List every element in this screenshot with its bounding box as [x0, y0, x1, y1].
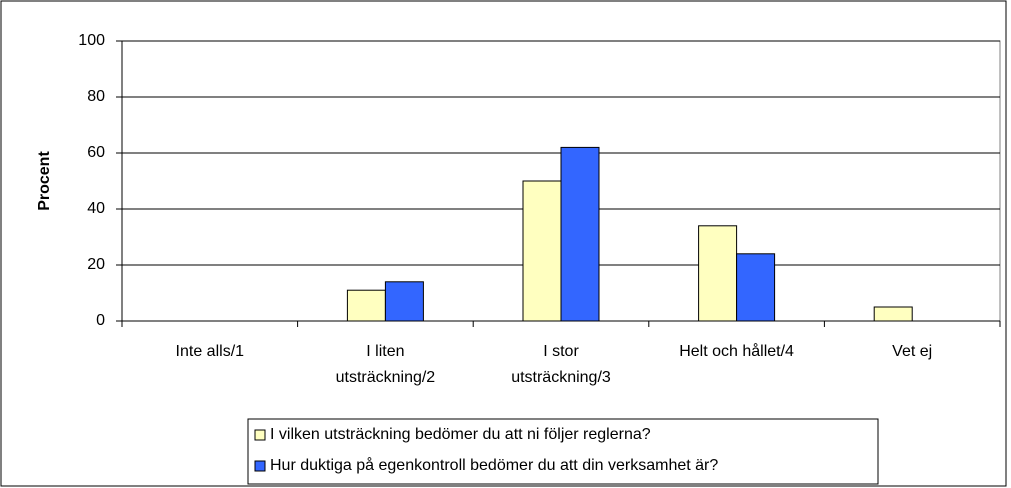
y-tick-label: 100 — [78, 32, 105, 49]
x-tick-label: Helt och hållet/4 — [679, 342, 794, 360]
bar — [346, 289, 386, 322]
x-tick-label: I stor utsträckning/3 — [511, 343, 611, 386]
y-tick-label: 40 — [87, 200, 105, 217]
legend-label: Hur duktiga på egenkontroll bedömer du a… — [270, 456, 718, 474]
bar — [698, 225, 738, 322]
y-tick-label: 80 — [87, 88, 105, 105]
x-tick-label: Inte alls/1 — [176, 343, 245, 360]
bar — [873, 306, 913, 322]
legend-swatch — [254, 429, 266, 441]
bar — [736, 253, 776, 322]
legend-label: I vilken utsträckning bedömer du att ni … — [270, 426, 651, 443]
y-tick-label: 20 — [87, 256, 105, 273]
y-axis-label: Procent — [36, 151, 53, 211]
y-tick-label: 60 — [87, 144, 105, 161]
bar — [522, 180, 562, 322]
legend-swatch — [254, 460, 266, 472]
bar — [384, 281, 424, 322]
y-tick-label: 0 — [96, 312, 105, 329]
x-tick-label: I liten utsträckning/2 — [336, 343, 436, 386]
x-tick-label: Vet ej — [892, 343, 932, 360]
legend-box — [247, 418, 879, 485]
bar — [560, 146, 600, 322]
